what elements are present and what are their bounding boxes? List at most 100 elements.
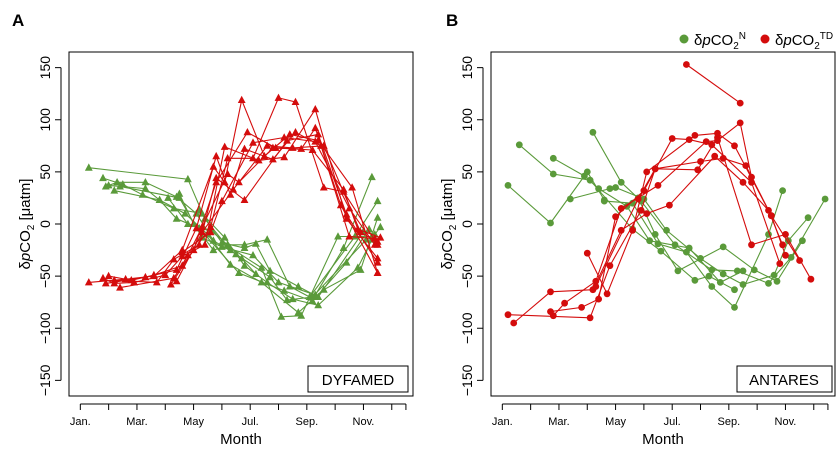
data-point-td bbox=[269, 155, 277, 163]
series-line-n bbox=[178, 193, 372, 318]
data-point-n bbox=[232, 249, 240, 258]
data-point-n bbox=[657, 247, 665, 255]
data-point-td bbox=[345, 232, 354, 240]
y-tick-label-a: −150 bbox=[37, 364, 53, 396]
data-point-td bbox=[152, 278, 161, 286]
data-point-n bbox=[504, 182, 512, 189]
data-point-td bbox=[629, 226, 636, 234]
series-line-td bbox=[686, 64, 741, 104]
panel-a: A Jan. Mar. May Jul. Sep. Nov. −150 −100 −50 0 50 1… bbox=[12, 11, 414, 448]
data-point-n bbox=[719, 270, 727, 278]
legend-swatch-td bbox=[760, 34, 770, 44]
data-point-td bbox=[319, 183, 328, 191]
data-point-td bbox=[694, 166, 702, 174]
data-point-n bbox=[804, 214, 812, 222]
data-point-n bbox=[181, 209, 189, 217]
data-point-n bbox=[209, 245, 218, 254]
data-point-n bbox=[629, 199, 636, 207]
y-tick-label-b: −100 bbox=[459, 312, 475, 344]
x-tick-label-a: Nov. bbox=[353, 416, 375, 428]
data-point-td bbox=[104, 271, 113, 280]
data-point-n bbox=[654, 240, 662, 248]
data-point-n bbox=[765, 280, 772, 287]
data-point-td bbox=[314, 130, 323, 138]
data-point-n bbox=[373, 213, 382, 221]
data-point-n bbox=[99, 173, 107, 182]
data-point-td bbox=[206, 228, 215, 236]
data-point-td bbox=[243, 128, 252, 136]
annotation-label-b: ANTARES bbox=[749, 372, 819, 389]
x-tick-label-b: Nov. bbox=[775, 416, 797, 428]
data-point-td bbox=[172, 277, 181, 285]
data-point-td bbox=[178, 252, 187, 260]
data-point-td bbox=[651, 165, 659, 173]
x-tick-label-a: Mar. bbox=[126, 416, 147, 428]
data-point-n bbox=[705, 272, 713, 280]
y-tick-label-b: −50 bbox=[459, 264, 475, 288]
data-point-n bbox=[141, 184, 150, 192]
data-point-td bbox=[291, 128, 300, 136]
data-point-n bbox=[175, 189, 184, 197]
data-point-td bbox=[668, 135, 676, 142]
data-point-n bbox=[314, 292, 323, 300]
x-tick-label-a: May bbox=[183, 416, 204, 428]
data-point-td bbox=[342, 210, 351, 218]
data-point-n bbox=[235, 268, 243, 276]
panel-letter-b: B bbox=[446, 11, 458, 30]
series-line-td bbox=[550, 137, 781, 313]
data-point-td bbox=[592, 283, 600, 290]
data-point-td bbox=[240, 144, 249, 152]
data-point-td bbox=[719, 154, 727, 162]
data-point-td bbox=[263, 141, 272, 149]
plot-frame-a bbox=[68, 51, 414, 397]
data-point-n bbox=[368, 172, 376, 181]
data-point-n bbox=[821, 195, 829, 203]
data-point-td bbox=[311, 137, 320, 145]
y-tick-label-a: 150 bbox=[37, 56, 53, 80]
data-point-n bbox=[172, 214, 181, 222]
data-point-n bbox=[719, 243, 727, 251]
data-point-n bbox=[184, 174, 192, 183]
y-tick-label-a: −100 bbox=[37, 312, 53, 344]
data-point-td bbox=[666, 201, 673, 209]
series-line-td bbox=[181, 136, 376, 253]
data-point-td bbox=[697, 158, 704, 165]
data-point-n bbox=[646, 237, 653, 245]
data-point-td bbox=[643, 168, 651, 176]
data-point-td bbox=[116, 283, 124, 291]
data-point-td bbox=[748, 241, 755, 249]
data-point-n bbox=[651, 231, 659, 238]
legend-label-td: δpCO2TD bbox=[775, 31, 833, 52]
data-point-n bbox=[547, 219, 554, 227]
data-point-td bbox=[345, 204, 354, 212]
data-point-n bbox=[370, 230, 379, 238]
data-point-n bbox=[373, 196, 382, 205]
x-tick-label-a: Sep. bbox=[296, 416, 319, 428]
data-point-n bbox=[266, 266, 274, 274]
data-point-td bbox=[739, 178, 747, 186]
data-point-td bbox=[782, 251, 789, 259]
data-point-td bbox=[220, 142, 229, 150]
data-point-n bbox=[294, 282, 303, 290]
data-point-td bbox=[683, 61, 690, 68]
data-point-td bbox=[84, 278, 93, 286]
y-tick-label-b: 100 bbox=[459, 108, 475, 132]
data-point-td bbox=[212, 151, 221, 160]
data-point-td bbox=[319, 141, 328, 149]
data-point-td bbox=[617, 226, 625, 234]
data-point-td bbox=[578, 304, 585, 311]
data-point-td bbox=[198, 228, 206, 236]
data-point-td bbox=[167, 280, 175, 288]
data-point-td bbox=[807, 275, 815, 283]
series-group-a bbox=[84, 93, 385, 320]
legend-swatch-n bbox=[679, 34, 689, 44]
data-point-n bbox=[716, 279, 724, 286]
data-point-n bbox=[220, 233, 229, 241]
y-tick-label-a: 100 bbox=[37, 108, 53, 132]
data-point-td bbox=[637, 207, 645, 214]
data-point-td bbox=[373, 258, 382, 266]
data-point-td bbox=[373, 268, 382, 276]
data-point-td bbox=[654, 182, 662, 189]
data-point-n bbox=[515, 141, 523, 149]
data-point-n bbox=[285, 282, 294, 290]
